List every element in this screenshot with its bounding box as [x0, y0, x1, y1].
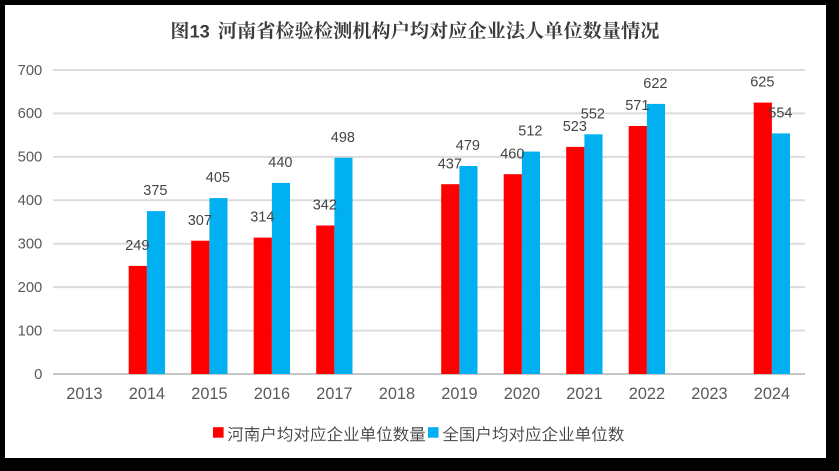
svg-text:342: 342	[313, 198, 337, 214]
svg-text:625: 625	[750, 75, 774, 91]
svg-text:500: 500	[18, 150, 43, 166]
svg-text:622: 622	[643, 76, 667, 92]
svg-text:2019: 2019	[441, 385, 477, 403]
svg-text:249: 249	[125, 238, 149, 254]
svg-text:460: 460	[500, 146, 524, 162]
svg-text:300: 300	[18, 237, 43, 253]
svg-text:2014: 2014	[129, 385, 165, 403]
svg-text:479: 479	[456, 138, 480, 154]
svg-text:552: 552	[581, 106, 605, 122]
svg-text:2018: 2018	[379, 385, 415, 403]
svg-text:440: 440	[268, 155, 292, 171]
svg-text:307: 307	[188, 213, 212, 229]
svg-text:554: 554	[768, 106, 792, 122]
svg-text:2024: 2024	[754, 385, 790, 403]
svg-text:0: 0	[34, 367, 42, 383]
svg-text:100: 100	[18, 323, 43, 339]
svg-text:2023: 2023	[691, 385, 727, 403]
svg-text:2013: 2013	[66, 385, 102, 403]
svg-text:523: 523	[563, 119, 587, 135]
svg-text:314: 314	[250, 210, 274, 226]
svg-text:437: 437	[438, 156, 462, 172]
svg-text:498: 498	[331, 130, 355, 146]
svg-text:512: 512	[518, 124, 542, 140]
svg-text:2016: 2016	[254, 385, 290, 403]
svg-text:2017: 2017	[316, 385, 352, 403]
svg-text:700: 700	[18, 63, 43, 79]
svg-text:2022: 2022	[629, 385, 665, 403]
svg-text:600: 600	[18, 106, 43, 122]
svg-text:200: 200	[18, 280, 43, 296]
svg-text:571: 571	[625, 98, 649, 114]
svg-text:2015: 2015	[191, 385, 227, 403]
svg-text:405: 405	[206, 170, 230, 186]
svg-text:2021: 2021	[566, 385, 602, 403]
svg-text:2020: 2020	[504, 385, 540, 403]
svg-text:375: 375	[143, 183, 167, 199]
svg-text:400: 400	[18, 193, 43, 209]
